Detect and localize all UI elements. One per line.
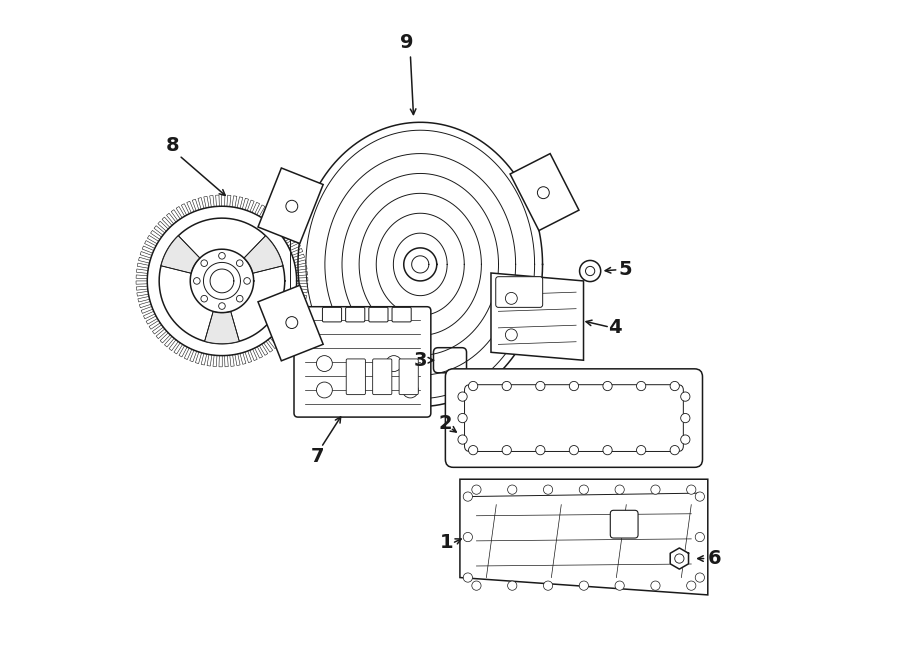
- Text: 6: 6: [707, 549, 721, 568]
- Circle shape: [544, 485, 553, 494]
- Circle shape: [687, 485, 696, 494]
- Circle shape: [464, 492, 472, 501]
- Circle shape: [580, 260, 600, 282]
- Text: 8: 8: [166, 136, 179, 155]
- Circle shape: [680, 392, 690, 401]
- Circle shape: [544, 581, 553, 590]
- Circle shape: [570, 381, 579, 391]
- Polygon shape: [460, 479, 707, 595]
- FancyBboxPatch shape: [373, 359, 392, 395]
- Circle shape: [219, 303, 225, 309]
- Text: 3: 3: [413, 351, 427, 369]
- Text: 1: 1: [440, 533, 454, 551]
- Circle shape: [506, 292, 518, 304]
- Circle shape: [472, 485, 482, 494]
- Circle shape: [194, 278, 200, 284]
- Circle shape: [458, 392, 467, 401]
- Circle shape: [508, 581, 517, 590]
- Circle shape: [695, 492, 705, 501]
- Circle shape: [386, 356, 401, 371]
- Circle shape: [670, 446, 680, 455]
- Polygon shape: [510, 153, 579, 231]
- Circle shape: [680, 435, 690, 444]
- Circle shape: [603, 381, 612, 391]
- Text: 5: 5: [618, 260, 632, 279]
- Circle shape: [536, 381, 545, 391]
- Circle shape: [675, 554, 684, 563]
- Circle shape: [458, 414, 467, 423]
- Circle shape: [469, 381, 478, 391]
- FancyBboxPatch shape: [399, 359, 418, 395]
- FancyBboxPatch shape: [434, 348, 466, 373]
- Circle shape: [472, 581, 482, 590]
- Circle shape: [508, 485, 517, 494]
- Circle shape: [469, 446, 478, 455]
- Polygon shape: [161, 236, 200, 273]
- Circle shape: [670, 381, 680, 391]
- Circle shape: [586, 266, 595, 276]
- Circle shape: [464, 573, 472, 582]
- FancyBboxPatch shape: [464, 385, 683, 451]
- Circle shape: [237, 260, 243, 266]
- FancyBboxPatch shape: [610, 510, 638, 538]
- Text: 4: 4: [608, 318, 622, 336]
- Circle shape: [201, 295, 208, 302]
- Circle shape: [536, 446, 545, 455]
- Circle shape: [537, 186, 549, 198]
- Circle shape: [502, 446, 511, 455]
- Polygon shape: [491, 273, 583, 360]
- Circle shape: [286, 317, 298, 329]
- FancyBboxPatch shape: [294, 307, 431, 417]
- Text: 7: 7: [311, 447, 325, 465]
- FancyBboxPatch shape: [446, 369, 703, 467]
- Polygon shape: [258, 168, 323, 243]
- Text: 2: 2: [438, 414, 452, 432]
- Circle shape: [317, 382, 332, 398]
- Circle shape: [695, 573, 705, 582]
- Circle shape: [502, 381, 511, 391]
- Circle shape: [464, 533, 472, 542]
- Circle shape: [237, 295, 243, 302]
- Polygon shape: [244, 236, 283, 273]
- Circle shape: [680, 414, 690, 423]
- Circle shape: [603, 446, 612, 455]
- Circle shape: [506, 329, 518, 341]
- Circle shape: [636, 446, 646, 455]
- Circle shape: [570, 446, 579, 455]
- Circle shape: [201, 260, 208, 266]
- Polygon shape: [204, 311, 239, 344]
- Circle shape: [580, 485, 589, 494]
- Circle shape: [615, 485, 625, 494]
- Circle shape: [651, 581, 660, 590]
- Polygon shape: [670, 548, 688, 569]
- Text: 9: 9: [400, 34, 414, 52]
- Circle shape: [317, 356, 332, 371]
- Circle shape: [580, 581, 589, 590]
- Polygon shape: [258, 286, 323, 361]
- Circle shape: [286, 200, 298, 212]
- Circle shape: [458, 435, 467, 444]
- FancyBboxPatch shape: [369, 307, 388, 322]
- Circle shape: [402, 382, 418, 398]
- FancyBboxPatch shape: [392, 307, 411, 322]
- Circle shape: [651, 485, 660, 494]
- Circle shape: [695, 533, 705, 542]
- FancyBboxPatch shape: [496, 277, 543, 307]
- Circle shape: [615, 581, 625, 590]
- FancyBboxPatch shape: [346, 359, 365, 395]
- Circle shape: [244, 278, 250, 284]
- FancyBboxPatch shape: [322, 307, 342, 322]
- Circle shape: [687, 581, 696, 590]
- Circle shape: [636, 381, 646, 391]
- FancyBboxPatch shape: [346, 307, 365, 322]
- Circle shape: [219, 253, 225, 259]
